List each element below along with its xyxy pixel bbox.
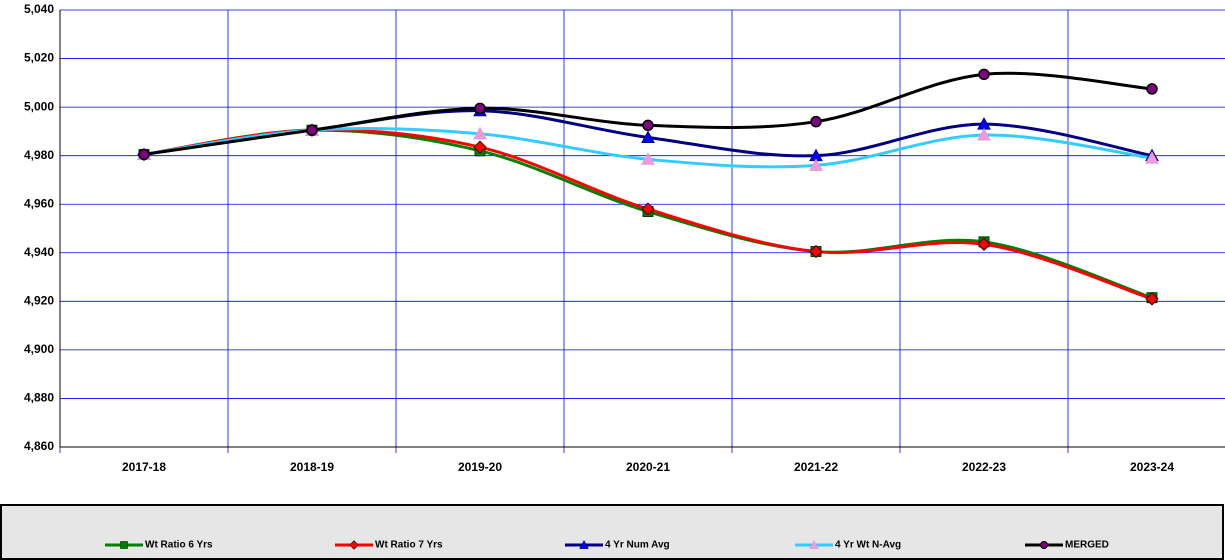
legend-label: Wt Ratio 6 Yrs [145,540,213,551]
marker [349,540,359,550]
y-tick-label: 5,000 [24,99,54,113]
x-tick-label: 2021-22 [794,460,838,474]
marker [1145,292,1159,306]
marker [809,244,823,259]
marker [120,541,128,549]
x-tick-label: 2019-20 [458,460,502,474]
marker [579,540,589,549]
y-tick-label: 4,980 [24,148,54,162]
legend-label: Wt Ratio 7 Yrs [375,540,443,551]
legend-item: MERGED [1025,540,1109,551]
y-tick-label: 4,960 [24,196,54,210]
legend-item: Wt Ratio 7 Yrs [335,540,443,551]
legend-item: 4 Yr Num Avg [565,540,670,551]
marker [1146,83,1158,95]
marker [306,124,318,136]
marker [641,152,655,165]
y-tick-label: 5,020 [24,51,54,65]
marker [809,158,823,171]
marker [977,127,991,141]
y-tick-label: 4,920 [24,294,54,308]
legend-label: 4 Yr Num Avg [605,540,670,551]
marker [641,130,655,143]
x-tick-label: 2018-19 [290,460,334,474]
marker [1039,540,1049,550]
x-tick-label: 2022-23 [962,460,1006,474]
marker [473,140,487,154]
legend-item: Wt Ratio 6 Yrs [105,540,213,551]
legend-box [0,504,1224,560]
y-tick-label: 4,900 [24,342,54,356]
y-tick-label: 4,880 [24,391,54,405]
x-tick-label: 2017-18 [122,460,166,474]
marker [474,102,486,115]
marker [977,237,991,251]
legend-item: 4 Yr Wt N-Avg [795,540,901,551]
marker [810,115,822,128]
legend-label: 4 Yr Wt N-Avg [835,540,901,551]
y-tick-label: 4,860 [24,439,54,453]
marker [978,68,990,81]
legend-label: MERGED [1065,540,1109,551]
marker [473,126,487,140]
marker [642,119,654,132]
y-tick-label: 4,940 [24,245,54,259]
marker [138,148,150,161]
y-tick-label: 5,040 [24,2,54,16]
marker [1145,151,1159,164]
x-tick-label: 2020-21 [626,460,670,474]
x-tick-label: 2023-24 [1130,460,1174,474]
marker [809,540,819,549]
marker [641,202,655,216]
